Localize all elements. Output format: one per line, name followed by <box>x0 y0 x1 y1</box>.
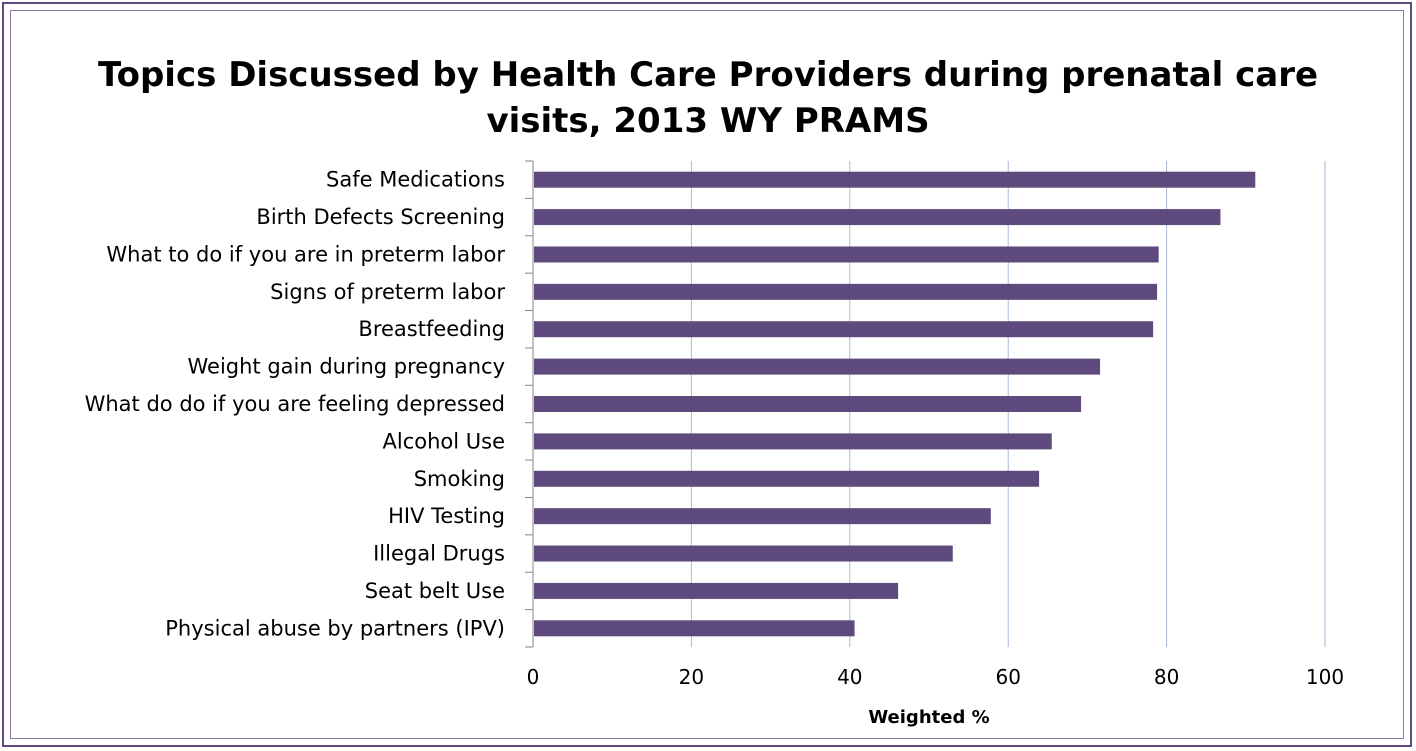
bar <box>534 321 1154 338</box>
bar <box>534 508 991 525</box>
x-tick-label-20: 20 <box>679 665 704 689</box>
chart-title-line-1: Topics Discussed by Health Care Provider… <box>97 55 1319 95</box>
bar <box>534 582 899 599</box>
bar <box>534 209 1221 226</box>
bar <box>534 433 1052 450</box>
bar <box>534 358 1101 375</box>
category-label: Signs of preterm labor <box>270 280 505 304</box>
category-label: Birth Defects Screening <box>256 205 505 229</box>
category-labels: Safe Medications Birth Defects Screening W… <box>85 168 506 641</box>
category-label: Alcohol Use <box>383 429 506 453</box>
bar <box>534 283 1158 300</box>
x-tick-labels: 0 20 40 60 80 100 <box>527 665 1344 689</box>
category-label: Safe Medications <box>326 168 505 192</box>
axes <box>525 160 534 648</box>
bar <box>534 620 855 637</box>
category-label: Seat belt Use <box>365 579 505 603</box>
category-label: What to do if you are in preterm labor <box>106 242 505 266</box>
category-label: Illegal Drugs <box>373 542 505 566</box>
bar <box>534 171 1256 188</box>
x-tick-label-60: 60 <box>995 665 1020 689</box>
category-label: What do do if you are feeling depressed <box>85 392 505 416</box>
bar <box>534 246 1159 263</box>
category-label: Breastfeeding <box>358 317 505 341</box>
x-axis-title: Weighted % <box>868 707 989 728</box>
chart-title-line-2: visits, 2013 WY PRAMS <box>486 101 930 141</box>
x-tick-label-40: 40 <box>837 665 862 689</box>
bars <box>534 171 1256 637</box>
x-tick-label-100: 100 <box>1306 665 1344 689</box>
chart-frame-inner-border <box>10 10 1404 739</box>
chart-title: Topics Discussed by Health Care Provider… <box>0 52 1416 144</box>
bar <box>534 470 1040 487</box>
category-label: Weight gain during pregnancy <box>188 355 506 379</box>
category-label: HIV Testing <box>388 504 505 528</box>
x-tick-label-80: 80 <box>1154 665 1179 689</box>
bar <box>534 396 1082 412</box>
x-tick-label-0: 0 <box>527 665 540 689</box>
category-label: Smoking <box>414 467 505 491</box>
category-label: Physical abuse by partners (IPV) <box>165 616 505 640</box>
bar <box>534 545 953 562</box>
